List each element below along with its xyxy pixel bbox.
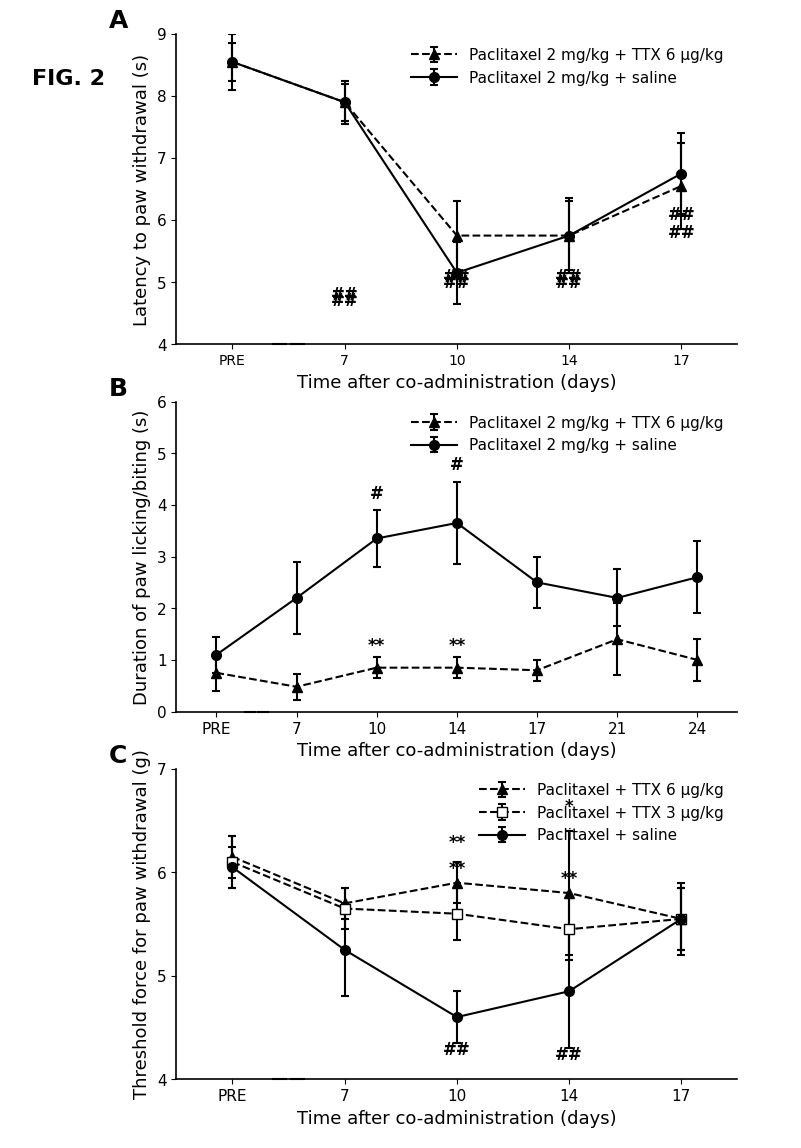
X-axis label: Time after co-administration (days): Time after co-administration (days)	[297, 1109, 616, 1127]
Text: ##: ##	[443, 273, 470, 292]
Text: ##: ##	[555, 1046, 582, 1063]
Text: ##: ##	[443, 1040, 470, 1058]
Text: **: **	[560, 870, 578, 889]
X-axis label: Time after co-administration (days): Time after co-administration (days)	[297, 373, 616, 391]
Y-axis label: Threshold force for paw withdrawal (g): Threshold force for paw withdrawal (g)	[133, 750, 151, 1099]
Text: **: **	[368, 637, 385, 654]
Text: ##: ##	[667, 205, 694, 224]
Y-axis label: Latency to paw withdrawal (s): Latency to paw withdrawal (s)	[133, 54, 151, 325]
Text: #: #	[449, 456, 464, 474]
Text: A: A	[109, 9, 128, 33]
Text: ##: ##	[443, 267, 470, 286]
Text: B: B	[109, 377, 128, 401]
Text: **: **	[448, 860, 465, 877]
Text: ##: ##	[667, 224, 694, 242]
Text: #: #	[369, 484, 384, 503]
Legend: Paclitaxel 2 mg/kg + TTX 6 μg/kg, Paclitaxel 2 mg/kg + saline: Paclitaxel 2 mg/kg + TTX 6 μg/kg, Paclit…	[405, 410, 729, 459]
Y-axis label: Duration of paw licking/biting (s): Duration of paw licking/biting (s)	[133, 409, 151, 705]
Legend: Paclitaxel + TTX 6 μg/kg, Paclitaxel + TTX 3 μg/kg, Paclitaxel + saline: Paclitaxel + TTX 6 μg/kg, Paclitaxel + T…	[473, 777, 729, 850]
X-axis label: Time after co-administration (days): Time after co-administration (days)	[297, 742, 616, 760]
Text: **: **	[448, 637, 465, 654]
Text: C: C	[109, 744, 127, 768]
Legend: Paclitaxel 2 mg/kg + TTX 6 μg/kg, Paclitaxel 2 mg/kg + saline: Paclitaxel 2 mg/kg + TTX 6 μg/kg, Paclit…	[405, 42, 729, 92]
Text: ##: ##	[331, 286, 358, 304]
Text: FIG. 2: FIG. 2	[32, 69, 105, 88]
Text: ##: ##	[555, 273, 582, 292]
Text: ##: ##	[555, 267, 582, 286]
Text: ##: ##	[331, 293, 358, 310]
Text: **: **	[448, 833, 465, 852]
Text: *: *	[565, 798, 573, 815]
